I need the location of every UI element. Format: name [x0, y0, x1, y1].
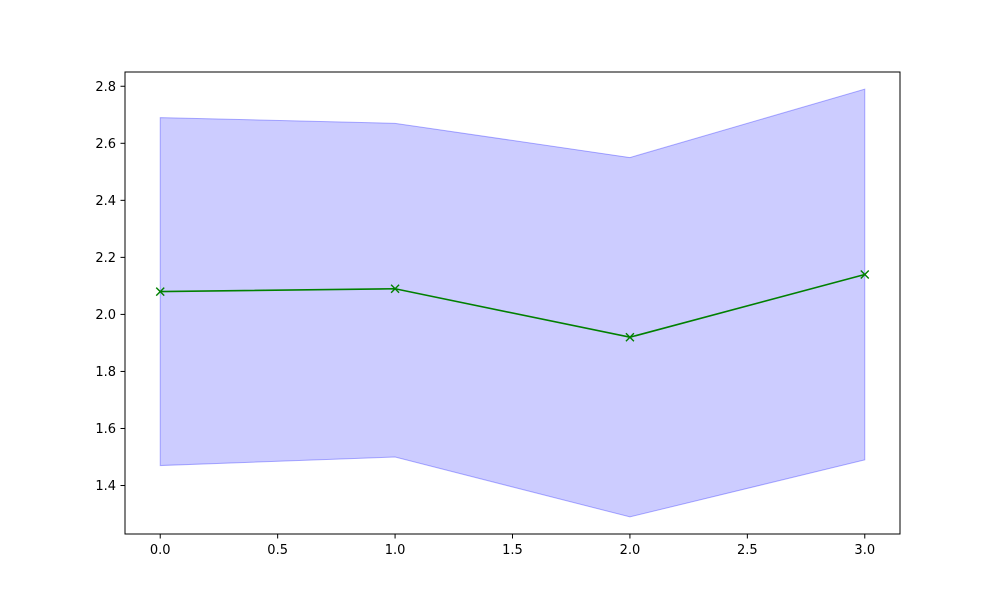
marker-stroke	[860, 269, 870, 279]
y-tick-label: 2.2	[95, 251, 116, 266]
data-point-marker	[860, 269, 870, 279]
x-axis: 0.0 0.5 1.0 1.5 2.0 2.5 3.0	[150, 534, 875, 558]
y-tick-label: 1.4	[95, 479, 116, 494]
marker-stroke	[155, 287, 165, 297]
series-line-0	[160, 273, 865, 339]
marker-stroke	[625, 332, 635, 342]
y-tick-label: 2.8	[95, 80, 116, 95]
x-tick-label: 0.5	[267, 543, 288, 558]
marker-stroke	[390, 284, 400, 294]
series-layer	[155, 269, 870, 342]
x-tick-label: 1.0	[385, 543, 406, 558]
x-tick-label: 2.0	[620, 543, 641, 558]
x-tick-label: 3.0	[854, 543, 875, 558]
y-tick-label: 2.4	[95, 194, 116, 209]
y-tick-label: 2.6	[95, 137, 116, 152]
y-tick-label: 2.0	[95, 308, 116, 323]
data-point-marker	[625, 332, 635, 342]
data-point-marker	[155, 287, 165, 297]
x-tick-label: 0.0	[150, 543, 171, 558]
confidence-band-layer	[159, 88, 866, 518]
y-axis: 1.4 1.6 1.8 2.0 2.2 2.4 2.6 2.8	[95, 80, 125, 494]
confidence-band	[159, 88, 866, 518]
x-tick-label: 2.5	[737, 543, 758, 558]
x-tick-label: 1.5	[502, 543, 523, 558]
y-tick-label: 1.8	[95, 365, 116, 380]
data-point-marker	[390, 284, 400, 294]
y-tick-label: 1.6	[95, 422, 116, 437]
